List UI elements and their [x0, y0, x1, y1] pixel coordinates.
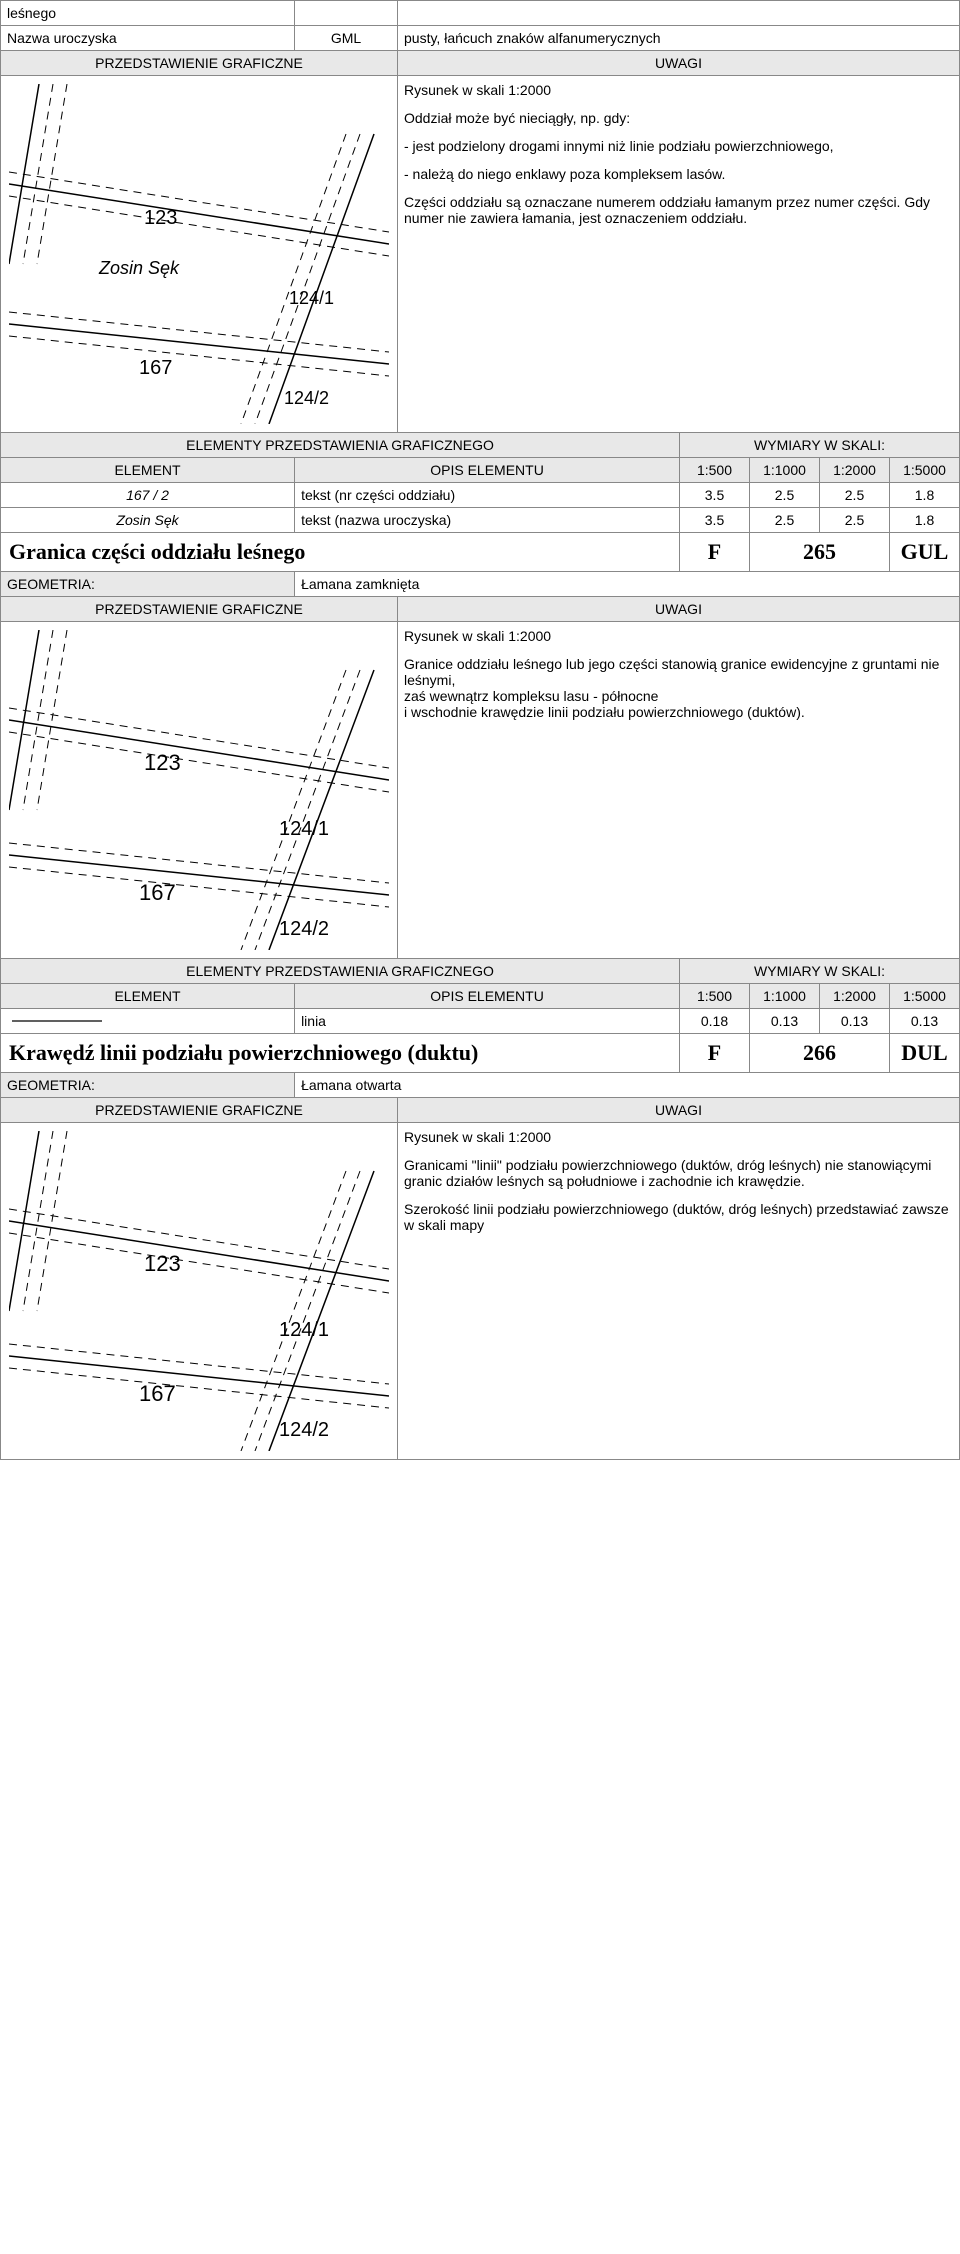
t1-r2-v1000: 2.5 [750, 508, 820, 533]
section2-title: Granica części oddziału leśnego [1, 533, 680, 572]
t1-r1-opis: tekst (nr części oddziału) [295, 483, 680, 508]
empty-cell [295, 1, 398, 26]
t2-r1-v2000: 0.13 [820, 1009, 890, 1034]
epg-right: WYMIARY W SKALI: [680, 433, 960, 458]
pg-header-right: UWAGI [398, 51, 960, 76]
t1-r1-v1000: 2.5 [750, 483, 820, 508]
t2-r1-v5000: 0.13 [890, 1009, 960, 1034]
svg-text:167: 167 [139, 880, 176, 905]
pg-header-right-3: UWAGI [398, 1098, 960, 1123]
pg-header-left-2: PRZEDSTAWIENIE GRAFICZNE [1, 597, 398, 622]
note-line: Granice oddziału leśnego lub jego części… [404, 656, 953, 688]
section2-num: 265 [750, 533, 890, 572]
t1-r1-v500: 3.5 [680, 483, 750, 508]
svg-text:167: 167 [139, 1381, 176, 1406]
svg-text:124/1: 124/1 [279, 818, 329, 840]
t2-r1-v1000: 0.13 [750, 1009, 820, 1034]
t1-r2-v500: 3.5 [680, 508, 750, 533]
t2-r1-opis: linia [295, 1009, 680, 1034]
th-element-2: ELEMENT [1, 984, 295, 1009]
svg-text:124/2: 124/2 [279, 918, 329, 940]
pg-header-right-2: UWAGI [398, 597, 960, 622]
t1-r2-v2000: 2.5 [820, 508, 890, 533]
section3-num: 266 [750, 1034, 890, 1073]
th-opis-2: OPIS ELEMENTU [295, 984, 680, 1009]
gml-code: GML [295, 26, 398, 51]
t1-r2-v5000: 1.8 [890, 508, 960, 533]
pg-header-left: PRZEDSTAWIENIE GRAFICZNE [1, 51, 398, 76]
nazwa-label: Nazwa uroczyska [1, 26, 295, 51]
note-line: Granicami "linii" podziału powierzchniow… [404, 1157, 953, 1189]
svg-text:124/2: 124/2 [279, 1419, 329, 1441]
notes-3: Rysunek w skali 1:2000 Granicami "linii"… [398, 1123, 960, 1460]
t1-r1-elem: 167 / 2 [1, 483, 295, 508]
geom1-val: Łamana zamknięta [295, 572, 960, 597]
note-line: i wschodnie krawędzie linii podziału pow… [404, 704, 953, 720]
section2-f: F [680, 533, 750, 572]
t1-r1-v2000: 2.5 [820, 483, 890, 508]
note-line: Rysunek w skali 1:2000 [404, 628, 953, 644]
epg-left-2: ELEMENTY PRZEDSTAWIENIA GRAFICZNEGO [1, 959, 680, 984]
gml-desc: pusty, łańcuch znaków alfanumerycznych [398, 26, 960, 51]
note-line: Szerokość linii podziału powierzchnioweg… [404, 1201, 953, 1233]
section2-code: GUL [890, 533, 960, 572]
diagram-2: 123 124/1 167 124/2 [1, 622, 398, 959]
t1-r2-opis: tekst (nazwa uroczyska) [295, 508, 680, 533]
geom1-label: GEOMETRIA: [1, 572, 295, 597]
diagram-label-zosin: Zosin Sęk [98, 258, 180, 278]
t2-r1-v500: 0.18 [680, 1009, 750, 1034]
diagram-1: 123 Zosin Sęk 124/1 167 124/2 [1, 76, 398, 433]
diagram-3: 123 124/1 167 124/2 [1, 1123, 398, 1460]
empty-cell [398, 1, 960, 26]
th-1000-2: 1:1000 [750, 984, 820, 1009]
th-opis: OPIS ELEMENTU [295, 458, 680, 483]
svg-text:124/1: 124/1 [279, 1319, 329, 1341]
main-table: leśnego Nazwa uroczyska GML pusty, łańcu… [0, 0, 960, 1460]
svg-text:123: 123 [144, 1251, 181, 1276]
th-500: 1:500 [680, 458, 750, 483]
section3-f: F [680, 1034, 750, 1073]
section3-title: Krawędź linii podziału powierzchniowego … [1, 1034, 680, 1073]
notes-2: Rysunek w skali 1:2000 Granice oddziału … [398, 622, 960, 959]
note-line: - jest podzielony drogami innymi niż lin… [404, 138, 953, 154]
lesnego-cell: leśnego [1, 1, 295, 26]
th-500-2: 1:500 [680, 984, 750, 1009]
note-line: Rysunek w skali 1:2000 [404, 82, 953, 98]
note-line: zaś wewnątrz kompleksu lasu - północne [404, 688, 953, 704]
note-line: - należą do niego enklawy poza komplekse… [404, 166, 953, 182]
th-1000: 1:1000 [750, 458, 820, 483]
svg-text:123: 123 [144, 750, 181, 775]
t1-r1-v5000: 1.8 [890, 483, 960, 508]
epg-left: ELEMENTY PRZEDSTAWIENIA GRAFICZNEGO [1, 433, 680, 458]
diagram-label-1241: 124/1 [289, 288, 334, 308]
th-5000-2: 1:5000 [890, 984, 960, 1009]
section3-code: DUL [890, 1034, 960, 1073]
t2-r1-elem [1, 1009, 295, 1034]
diagram-label-123: 123 [144, 207, 177, 229]
note-line: Oddział może być nieciągły, np. gdy: [404, 110, 953, 126]
geom2-val: Łamana otwarta [295, 1073, 960, 1098]
th-5000: 1:5000 [890, 458, 960, 483]
th-2000: 1:2000 [820, 458, 890, 483]
epg-right-2: WYMIARY W SKALI: [680, 959, 960, 984]
diagram-label-1242: 124/2 [284, 388, 329, 408]
th-2000-2: 1:2000 [820, 984, 890, 1009]
diagram-label-167: 167 [139, 357, 172, 379]
th-element: ELEMENT [1, 458, 295, 483]
pg-header-left-3: PRZEDSTAWIENIE GRAFICZNE [1, 1098, 398, 1123]
notes-1: Rysunek w skali 1:2000 Oddział może być … [398, 76, 960, 433]
note-line: Części oddziału są oznaczane numerem odd… [404, 194, 953, 226]
note-line: Rysunek w skali 1:2000 [404, 1129, 953, 1145]
geom2-label: GEOMETRIA: [1, 1073, 295, 1098]
t1-r2-elem: Zosin Sęk [1, 508, 295, 533]
